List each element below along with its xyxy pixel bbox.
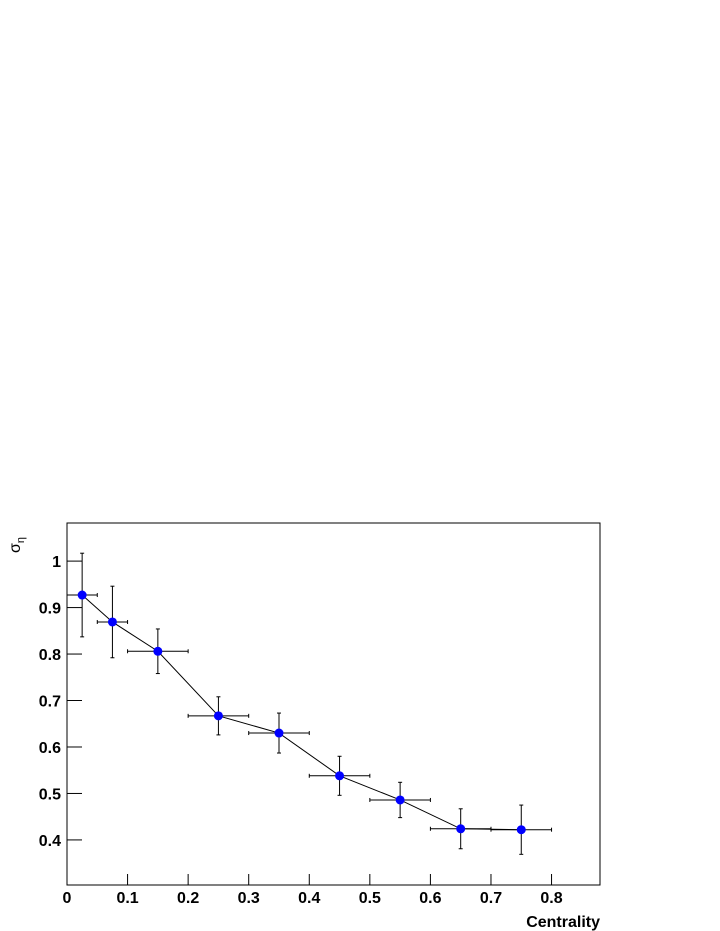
y-label-symbol: σ bbox=[7, 543, 24, 553]
x-tick-label: 0.1 bbox=[116, 890, 138, 907]
data-point bbox=[516, 825, 526, 835]
y-tick-label: 0.9 bbox=[39, 601, 61, 618]
x-tick-label: 0.8 bbox=[540, 890, 562, 907]
x-tick-label: 0.7 bbox=[480, 890, 502, 907]
y-tick-label: 0.7 bbox=[39, 694, 61, 711]
y-tick-label: 0.5 bbox=[39, 786, 61, 803]
plot-frame bbox=[66, 522, 601, 886]
x-tick-label: 0 bbox=[63, 890, 72, 907]
y-tick-label: 0.8 bbox=[39, 647, 61, 664]
x-tick-label: 0.2 bbox=[177, 890, 199, 907]
x-tick-label: 0.5 bbox=[359, 890, 381, 907]
data-point bbox=[107, 617, 117, 627]
y-label-subscript: η bbox=[15, 537, 27, 543]
data-point bbox=[153, 646, 163, 656]
x-axis-label: Centrality bbox=[526, 914, 600, 931]
y-tick-label: 1 bbox=[52, 554, 61, 571]
series-line bbox=[81, 594, 522, 831]
y-tick-label: 0.6 bbox=[39, 740, 61, 757]
data-point bbox=[274, 728, 284, 738]
data-point bbox=[213, 711, 223, 721]
data-point bbox=[395, 795, 405, 805]
data-point bbox=[335, 771, 345, 781]
x-tick-label: 0.4 bbox=[298, 890, 320, 907]
data-point bbox=[77, 590, 87, 600]
x-tick-label: 0.3 bbox=[238, 890, 260, 907]
x-tick-label: 0.6 bbox=[419, 890, 441, 907]
data-point bbox=[456, 824, 466, 834]
y-axis-label: ση bbox=[7, 537, 27, 553]
y-tick-label: 0.4 bbox=[39, 833, 61, 850]
